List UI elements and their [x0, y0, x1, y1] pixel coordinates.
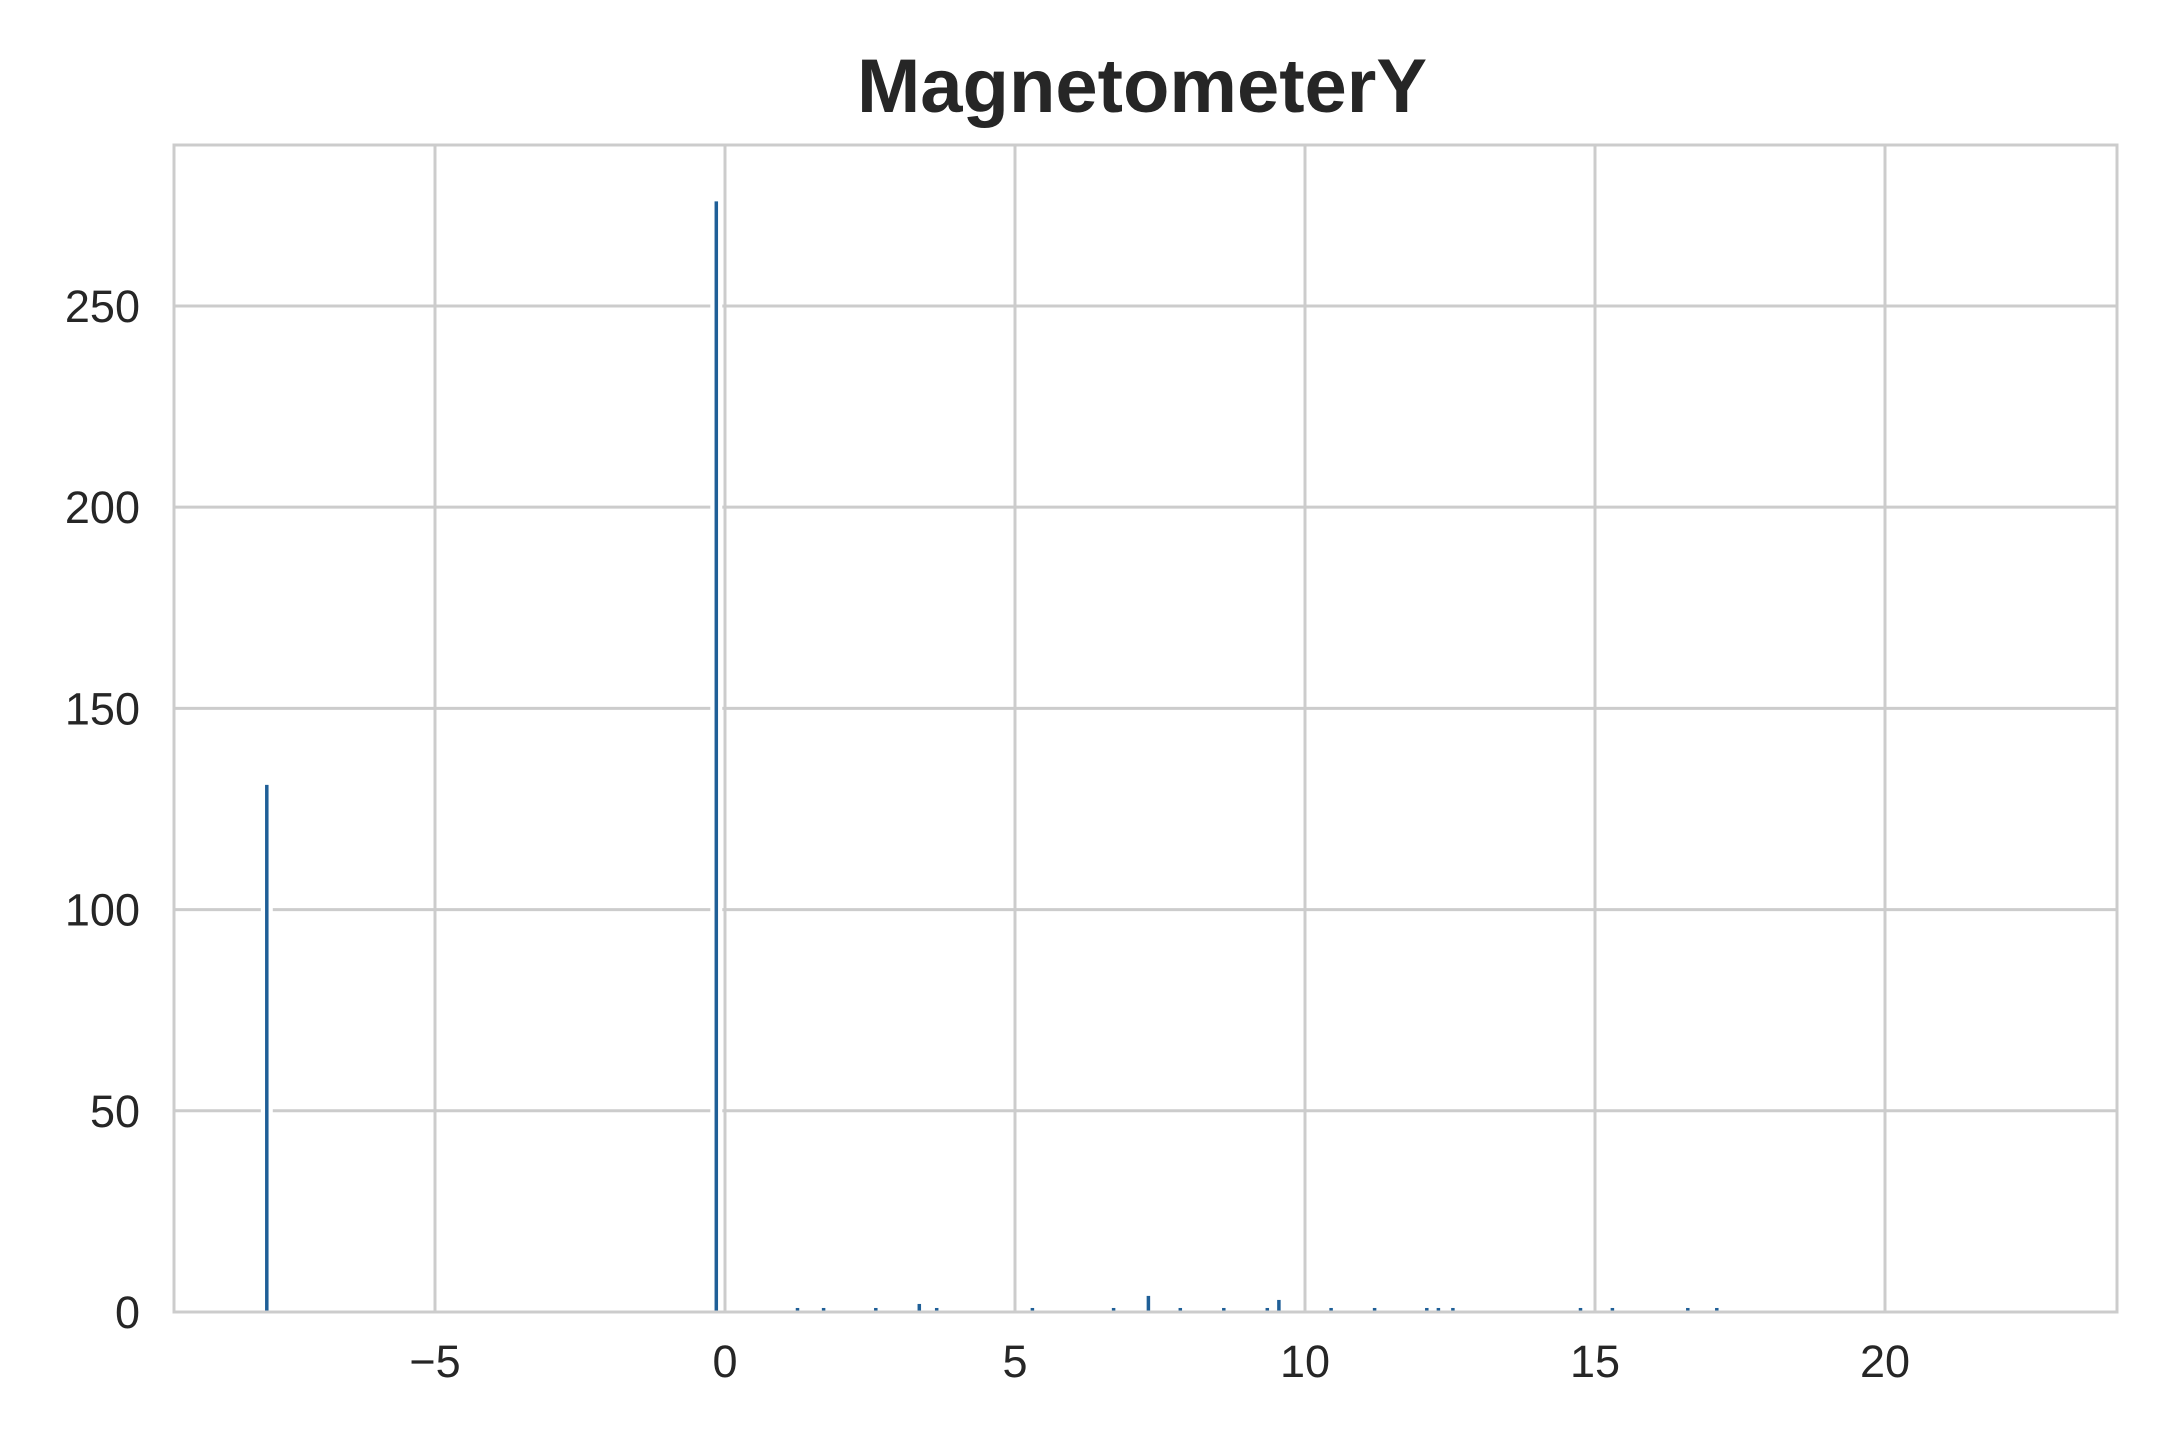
x-tick-label: 0	[712, 1336, 737, 1387]
plot-frame	[172, 143, 2119, 1314]
y-tick-label: 0	[115, 1287, 140, 1338]
grid-lines	[174, 145, 2117, 1314]
x-tick-label: 10	[1280, 1336, 1330, 1387]
y-tick-label: 150	[65, 683, 140, 734]
y-tick-label: 100	[65, 885, 140, 936]
x-tick-label: −5	[409, 1336, 460, 1387]
y-tick-labels: 0 50 100 150 200 250	[65, 281, 140, 1338]
y-tick-label: 250	[65, 281, 140, 332]
x-tick-labels: −5 0 5 10 15 20	[409, 1336, 1910, 1387]
x-tick-label: 15	[1570, 1336, 1620, 1387]
y-tick-label: 200	[65, 482, 140, 533]
x-tick-label: 5	[1002, 1336, 1027, 1387]
chart-title: MagnetometerY	[857, 44, 1427, 129]
bars	[260, 201, 1723, 1312]
x-tick-label: 20	[1860, 1336, 1910, 1387]
y-tick-label: 50	[90, 1086, 140, 1137]
